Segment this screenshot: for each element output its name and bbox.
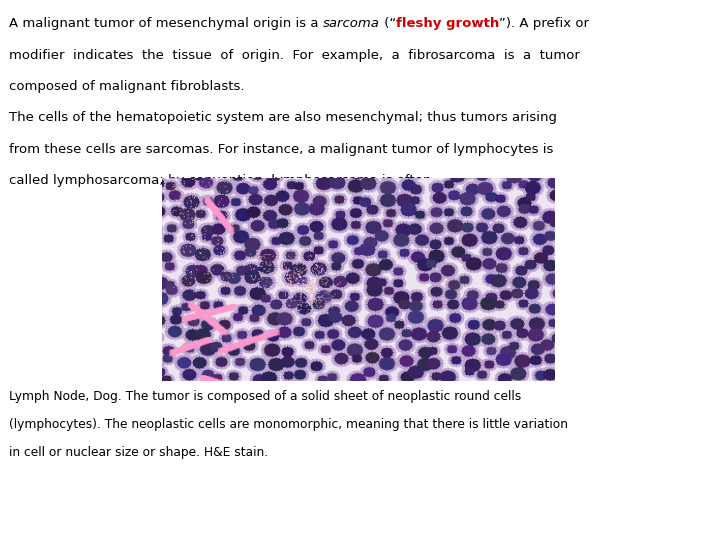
Text: A malignant tumor of mesenchymal origin is a: A malignant tumor of mesenchymal origin … xyxy=(9,17,323,30)
Text: (lymphocytes). The neoplastic cells are monomorphic, meaning that there is littl: (lymphocytes). The neoplastic cells are … xyxy=(9,418,568,431)
Text: in cell or nuclear size or shape. H&E stain.: in cell or nuclear size or shape. H&E st… xyxy=(9,446,269,459)
Text: modifier  indicates  the  tissue  of  origin.  For  example,  a  fibrosarcoma  i: modifier indicates the tissue of origin.… xyxy=(9,49,580,62)
Text: ”). A prefix or: ”). A prefix or xyxy=(500,17,590,30)
Text: Lymph Node, Dog. The tumor is composed of a solid sheet of neoplastic round cell: Lymph Node, Dog. The tumor is composed o… xyxy=(9,390,521,403)
Text: sarcoma: sarcoma xyxy=(323,17,380,30)
Text: The cells of the hematopoietic system are also mesenchymal; thus tumors arising: The cells of the hematopoietic system ar… xyxy=(9,111,557,124)
Text: (“: (“ xyxy=(380,17,396,30)
Text: composed of malignant fibroblasts.: composed of malignant fibroblasts. xyxy=(9,80,245,93)
Text: called lymphosarcoma; by convention, lymphosarcoma is often.: called lymphosarcoma; by convention, lym… xyxy=(9,174,436,187)
Text: from these cells are sarcomas. For instance, a malignant tumor of lymphocytes is: from these cells are sarcomas. For insta… xyxy=(9,143,554,156)
Text: fleshy growth: fleshy growth xyxy=(396,17,500,30)
